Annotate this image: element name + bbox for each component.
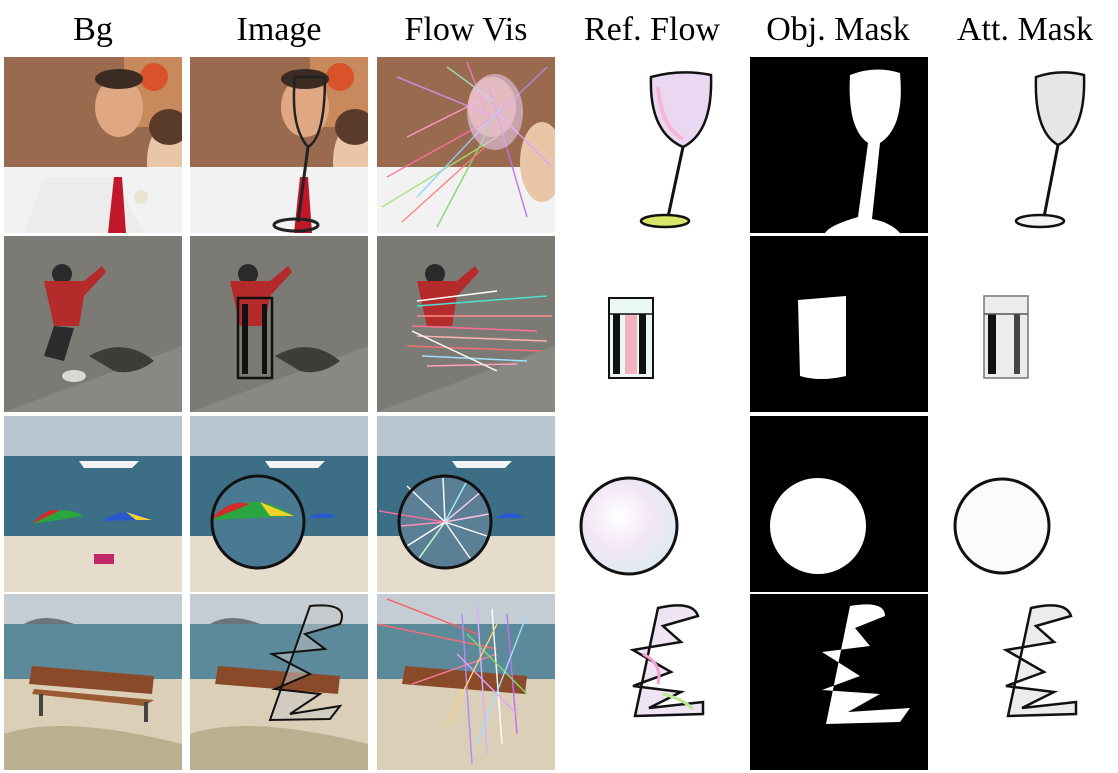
row2-flow-visualization	[377, 236, 555, 412]
row1-object-mask	[750, 57, 928, 233]
column-header-bg: Bg	[73, 11, 113, 48]
column-header-att-mask: Att. Mask	[957, 11, 1093, 48]
row4-object-mask	[750, 594, 928, 770]
row4-attenuation-mask	[936, 594, 1114, 770]
row3-bg-photo	[4, 416, 182, 592]
row2-composite-image	[190, 236, 368, 412]
row2-object-mask	[750, 236, 928, 412]
row4-bg-photo	[4, 594, 182, 770]
row1-composite-image	[190, 57, 368, 233]
column-header-ref-flow: Ref. Flow	[584, 11, 720, 48]
row2-reference-flow	[563, 236, 741, 412]
column-header-image: Image	[236, 11, 322, 48]
row2-bg-photo	[4, 236, 182, 412]
row3-reference-flow	[563, 416, 741, 592]
row3-composite-image	[190, 416, 368, 592]
column-header-flow-vis: Flow Vis	[404, 11, 528, 48]
row2-attenuation-mask	[936, 236, 1114, 412]
row3-attenuation-mask	[936, 416, 1114, 592]
row4-composite-image	[190, 594, 368, 770]
column-header-obj-mask: Obj. Mask	[766, 11, 910, 48]
row1-flow-visualization	[377, 57, 555, 233]
row3-object-mask	[750, 416, 928, 592]
row1-reference-flow	[563, 57, 741, 233]
row3-flow-visualization	[377, 416, 555, 592]
row1-attenuation-mask	[936, 57, 1114, 233]
row1-bg-photo	[4, 57, 182, 233]
row4-reference-flow	[563, 594, 741, 770]
row4-flow-visualization	[377, 594, 555, 770]
